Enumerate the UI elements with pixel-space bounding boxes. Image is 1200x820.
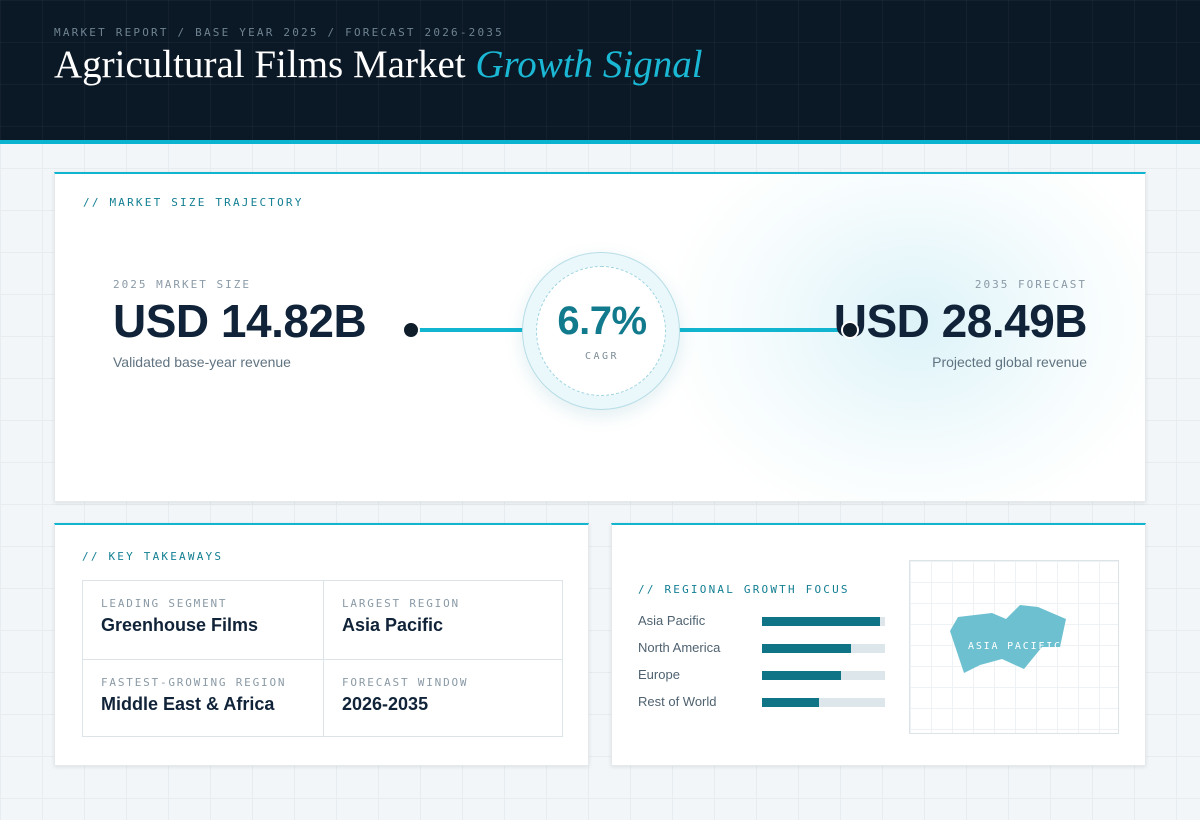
key-takeaways-card: // KEY TAKEAWAYS LEADING SEGMENT Greenho… xyxy=(54,523,589,766)
regional-growth-card: // REGIONAL GROWTH FOCUS Asia Pacific No… xyxy=(611,523,1146,766)
forecast-value: USD 28.49B xyxy=(833,295,1088,347)
takeaway-value: Asia Pacific xyxy=(342,615,444,635)
forecast-label: 2035 FORECAST xyxy=(974,278,1087,291)
start-point-marker xyxy=(402,321,420,339)
takeaway-cell: LEADING SEGMENT Greenhouse Films xyxy=(83,581,323,659)
base-year-caption: Validated base-year revenue xyxy=(113,354,291,370)
region-map: ASIA PACIFIC xyxy=(909,560,1119,734)
section-label-takeaways: // KEY TAKEAWAYS xyxy=(82,550,224,563)
region-bar-fill xyxy=(762,698,819,707)
region-row: North America xyxy=(638,640,886,655)
region-name: Rest of World xyxy=(638,694,717,709)
section-label-trajectory: // MARKET SIZE TRAJECTORY xyxy=(83,196,304,209)
page-title-main: Agricultural Films Market xyxy=(54,43,466,86)
trajectory-line-right xyxy=(675,328,843,332)
base-year-label: 2025 MARKET SIZE xyxy=(113,278,251,291)
takeaway-value: Middle East & Africa xyxy=(101,694,275,714)
region-name: North America xyxy=(638,640,721,655)
takeaway-label: FORECAST WINDOW xyxy=(342,676,469,689)
takeaways-grid: LEADING SEGMENT Greenhouse Films LARGEST… xyxy=(82,580,563,737)
region-bar-fill xyxy=(762,617,881,626)
base-year-value: USD 14.82B xyxy=(113,295,367,347)
page-title: Agricultural Films Market Growth Signal xyxy=(54,42,703,87)
takeaway-value: 2026-2035 xyxy=(342,694,429,714)
region-name: Asia Pacific xyxy=(638,613,706,628)
region-bar-track xyxy=(762,644,885,653)
cagr-value: 6.7% xyxy=(557,299,647,343)
takeaway-label: LARGEST REGION xyxy=(342,597,460,610)
end-point-marker xyxy=(841,321,859,339)
takeaway-cell: LARGEST REGION Asia Pacific xyxy=(323,581,563,659)
region-row: Europe xyxy=(638,667,886,682)
region-name: Europe xyxy=(638,667,680,682)
takeaway-cell: FASTEST-GROWING REGION Middle East & Afr… xyxy=(83,659,323,737)
region-bar-fill xyxy=(762,671,841,680)
section-label-regional: // REGIONAL GROWTH FOCUS xyxy=(638,583,850,596)
cagr-inner-circle: 6.7% CAGR xyxy=(536,266,666,396)
region-bar-track xyxy=(762,671,885,680)
takeaway-cell: FORECAST WINDOW 2026-2035 xyxy=(323,659,563,737)
market-size-card: // MARKET SIZE TRAJECTORY 2025 MARKET SI… xyxy=(54,172,1146,502)
map-region-label: ASIA PACIFIC xyxy=(968,641,1062,652)
takeaway-value: Greenhouse Films xyxy=(101,615,259,635)
cagr-label: CAGR xyxy=(584,351,620,362)
asia-pacific-map-shape xyxy=(950,605,1066,673)
forecast-caption: Projected global revenue xyxy=(932,354,1087,370)
page-title-accent: Growth Signal xyxy=(475,43,703,86)
region-row: Asia Pacific xyxy=(638,613,886,628)
takeaway-label: LEADING SEGMENT xyxy=(101,597,228,610)
report-header: MARKET REPORT / BASE YEAR 2025 / FORECAS… xyxy=(0,0,1200,144)
region-bar-track xyxy=(762,698,885,707)
region-row: Rest of World xyxy=(638,694,886,709)
region-bar-track xyxy=(762,617,885,626)
trajectory-line-left xyxy=(415,328,527,332)
region-bar-fill xyxy=(762,644,851,653)
breadcrumb: MARKET REPORT / BASE YEAR 2025 / FORECAS… xyxy=(54,26,504,39)
takeaway-label: FASTEST-GROWING REGION xyxy=(101,676,287,689)
cagr-ring: 6.7% CAGR xyxy=(522,252,680,410)
